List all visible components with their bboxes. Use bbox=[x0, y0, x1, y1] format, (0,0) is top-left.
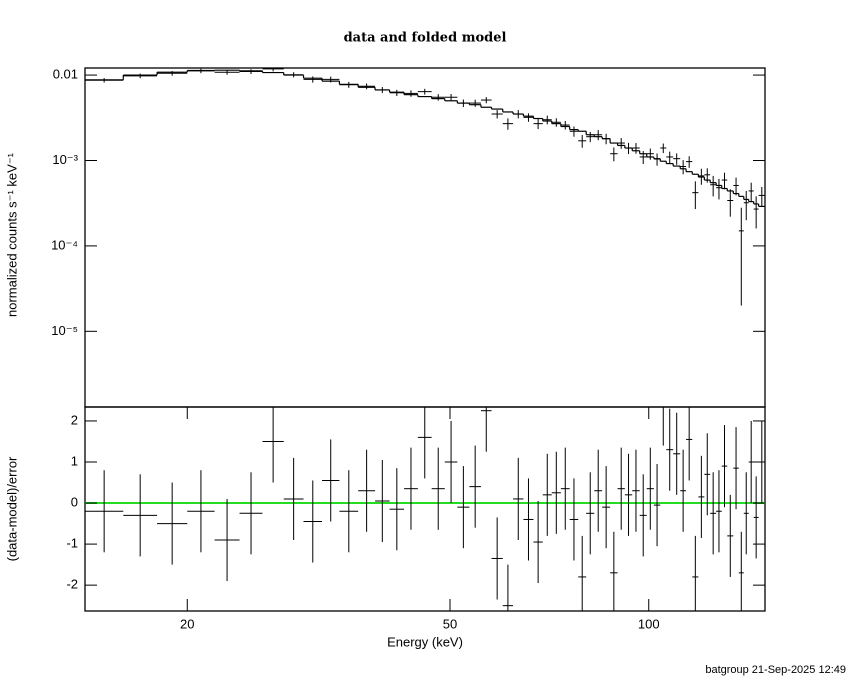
y-tick-label: 10⁻⁵ bbox=[51, 323, 78, 338]
footer: batgroup 21-Sep-2025 12:49 bbox=[705, 664, 846, 676]
y-tick-label: 10⁻³ bbox=[52, 152, 78, 167]
y-tick-label: 0 bbox=[71, 494, 78, 509]
y-tick-label: -2 bbox=[66, 577, 78, 592]
y-tick-label: 2 bbox=[71, 412, 78, 427]
y-tick-label: -1 bbox=[66, 536, 78, 551]
chart-title: data and folded model bbox=[344, 31, 507, 46]
y-tick-label: 1 bbox=[71, 453, 78, 468]
y-tick-label: 10⁻⁴ bbox=[51, 237, 78, 252]
plot-area bbox=[85, 407, 765, 611]
x-axis-label: Energy (keV) bbox=[387, 634, 463, 649]
plot-area bbox=[85, 68, 765, 306]
y-axis-label: normalized counts s⁻¹ keV⁻¹ bbox=[4, 152, 19, 317]
y-tick-label: 0.01 bbox=[53, 67, 78, 82]
panel-frame bbox=[84, 67, 766, 408]
y-axis-label: (data-model)/error bbox=[4, 456, 19, 561]
x-tick-label: 100 bbox=[638, 616, 660, 631]
x-tick-label: 20 bbox=[180, 616, 194, 631]
x-tick-label: 50 bbox=[443, 616, 457, 631]
